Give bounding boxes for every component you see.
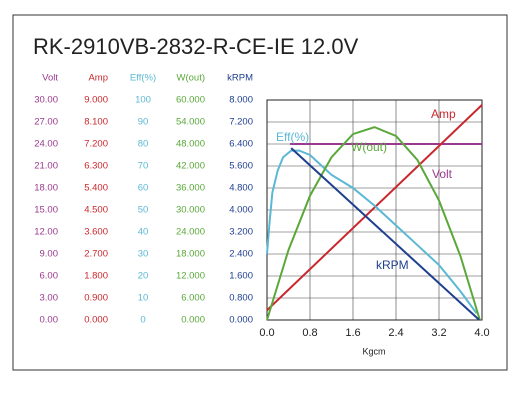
y-tick-label: 21.00 — [34, 161, 58, 172]
y-tick-label: 6.00 — [40, 271, 59, 282]
y-tick-label: 100 — [135, 95, 151, 106]
series-line — [290, 147, 480, 321]
y-tick-label: 18.00 — [34, 183, 58, 194]
y-tick-label: 60 — [138, 183, 149, 194]
y-tick-label: 30 — [138, 249, 149, 260]
plot-border — [266, 99, 483, 321]
chart-title: RK-2910VB-2832-R-CE-IE 12.0V — [33, 34, 359, 59]
y-tick-label: 10 — [138, 293, 149, 304]
y-tick-label: 70 — [138, 161, 149, 172]
y-tick-label: 6.000 — [181, 293, 205, 304]
y-tick-label: 50 — [138, 205, 149, 216]
y-tick-label: 3.200 — [229, 227, 253, 238]
y-tick-label: 0.800 — [229, 293, 253, 304]
y-tick-label: 20 — [138, 271, 149, 282]
y-tick-label: 54.000 — [176, 117, 205, 128]
x-tick-label: 4.0 — [474, 327, 489, 339]
y-tick-label: 80 — [138, 139, 149, 150]
x-tick-label: 0.0 — [259, 327, 274, 339]
y-tick-label: 3.00 — [40, 293, 59, 304]
y-tick-label: 1.600 — [229, 271, 253, 282]
y-tick-label: 8.000 — [229, 95, 253, 106]
y-tick-label: 6.300 — [84, 161, 108, 172]
y-tick-label: 2.700 — [84, 249, 108, 260]
y-tick-label: 30.00 — [34, 95, 58, 106]
y-tick-label: 0.000 — [84, 315, 108, 326]
y-tick-label: 48.000 — [176, 139, 205, 150]
y-tick-label: 4.000 — [229, 205, 253, 216]
axis-header: Amp — [88, 73, 108, 84]
y-tick-label: 3.600 — [84, 227, 108, 238]
x-axis-label: Kgcm — [362, 346, 385, 356]
y-tick-label: 7.200 — [229, 117, 253, 128]
y-tick-label: 7.200 — [84, 139, 108, 150]
y-tick-label: 8.100 — [84, 117, 108, 128]
y-tick-label: 4.800 — [229, 183, 253, 194]
y-tick-label: 15.00 — [34, 205, 58, 216]
y-tick-label: 40 — [138, 227, 149, 238]
x-tick-label: 3.2 — [431, 327, 446, 339]
y-tick-label: 0.000 — [181, 315, 205, 326]
series-label: W(out) — [351, 140, 387, 154]
frame — [12, 14, 508, 371]
y-tick-label: 5.400 — [84, 183, 108, 194]
y-tick-label: 18.000 — [176, 249, 205, 260]
y-tick-label: 60.000 — [176, 95, 205, 106]
series-line — [266, 104, 483, 311]
series-label: Volt — [432, 167, 453, 181]
x-tick-label: 0.8 — [302, 327, 317, 339]
x-tick-label: 1.6 — [345, 327, 360, 339]
series-line — [266, 149, 478, 314]
y-tick-label: 12.000 — [176, 271, 205, 282]
axis-header: Volt — [42, 73, 58, 84]
y-tick-label: 9.000 — [84, 95, 108, 106]
y-tick-label: 24.00 — [34, 139, 58, 150]
y-tick-label: 36.000 — [176, 183, 205, 194]
series-line — [266, 126, 481, 321]
y-tick-label: 0.000 — [229, 315, 253, 326]
y-tick-label: 0 — [140, 315, 145, 326]
y-tick-label: 90 — [138, 117, 149, 128]
y-tick-label: 30.000 — [176, 205, 205, 216]
y-tick-label: 5.600 — [229, 161, 253, 172]
series-label: kRPM — [376, 258, 409, 272]
axis-header: Eff(%) — [130, 73, 156, 84]
x-tick-label: 2.4 — [388, 327, 403, 339]
series-label: Eff(%) — [276, 130, 309, 144]
y-tick-label: 9.00 — [40, 249, 59, 260]
y-tick-label: 0.00 — [40, 315, 59, 326]
axis-header: W(out) — [177, 73, 206, 84]
series-label: Amp — [431, 107, 456, 121]
y-tick-label: 42.000 — [176, 161, 205, 172]
y-tick-label: 2.400 — [229, 249, 253, 260]
y-tick-label: 24.000 — [176, 227, 205, 238]
y-tick-label: 12.00 — [34, 227, 58, 238]
axis-header: kRPM — [227, 73, 253, 84]
y-tick-label: 0.900 — [84, 293, 108, 304]
y-tick-label: 6.400 — [229, 139, 253, 150]
y-tick-label: 27.00 — [34, 117, 58, 128]
y-tick-label: 4.500 — [84, 205, 108, 216]
y-tick-label: 1.800 — [84, 271, 108, 282]
